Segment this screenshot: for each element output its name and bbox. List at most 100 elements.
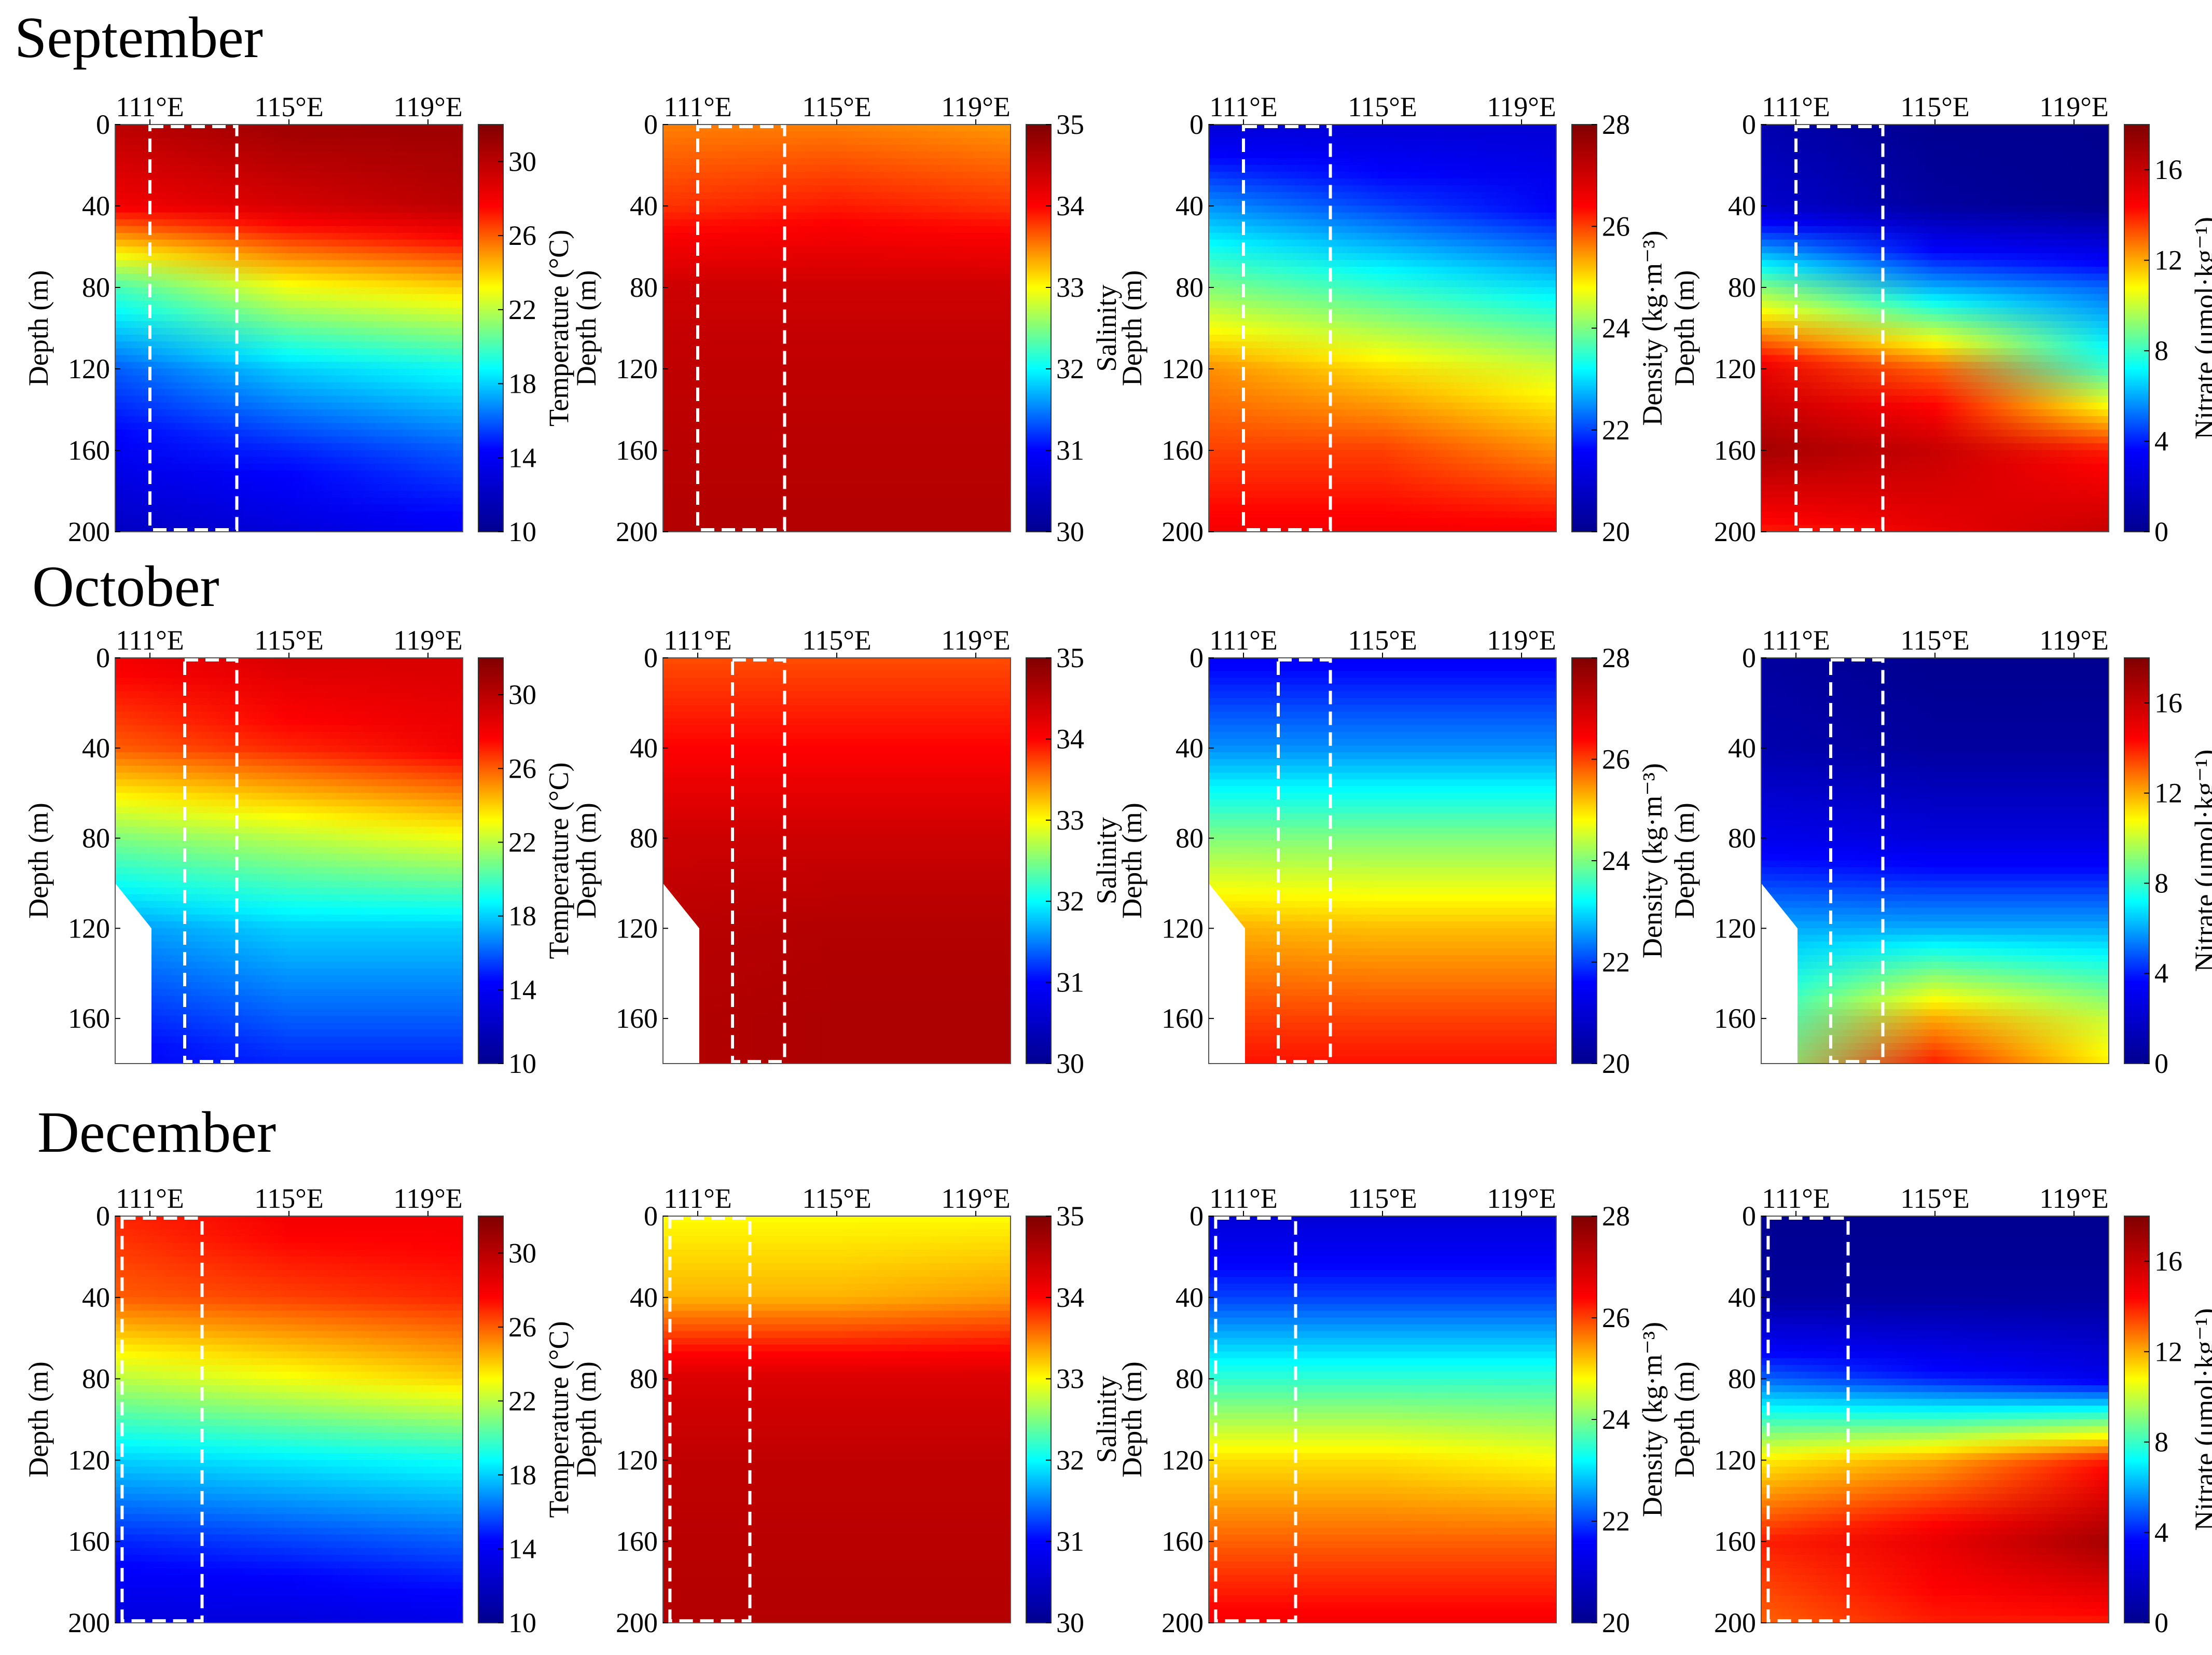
heatmap-band [1761, 982, 2109, 990]
y-tick-label: 40 [1728, 190, 1756, 222]
heatmap-band [115, 273, 463, 281]
heatmap-band [115, 806, 463, 814]
heatmap-band [663, 1500, 1011, 1508]
heatmap-band [1209, 423, 1556, 431]
heatmap-band [1209, 1324, 1556, 1332]
y-tick-label: 160 [616, 1003, 658, 1034]
heatmap-band [1761, 1317, 2109, 1325]
y-tick-label: 0 [1742, 642, 1756, 673]
heatmap [1761, 125, 2109, 532]
heatmap [1761, 658, 2109, 1064]
heatmap-band [115, 1222, 463, 1230]
heatmap-band [663, 1466, 1011, 1474]
heatmap-band [663, 416, 1011, 424]
heatmap [115, 125, 463, 532]
heatmap-band [115, 328, 463, 336]
heatmap-band [115, 409, 463, 417]
colorbar-tick-label: 0 [2154, 516, 2168, 547]
heatmap-band [663, 436, 1011, 444]
heatmap-band [115, 779, 463, 787]
heatmap-band [663, 759, 1011, 767]
heatmap-band [115, 975, 463, 983]
heatmap [1209, 658, 1556, 1064]
heatmap-band [1209, 678, 1556, 685]
heatmap-band [1209, 375, 1556, 383]
heatmap-band [1209, 1453, 1556, 1460]
heatmap-band [663, 1229, 1011, 1237]
colorbar-label: Salinity [1091, 817, 1122, 904]
heatmap-band [1761, 1002, 2109, 1010]
y-tick-label: 120 [1714, 353, 1756, 384]
heatmap-band [1209, 1541, 1556, 1549]
heatmap-band [1761, 1304, 2109, 1312]
heatmap-band [1209, 867, 1556, 875]
heatmap-band [115, 1229, 463, 1237]
heatmap-band [1209, 887, 1556, 895]
heatmap-band [115, 1494, 463, 1501]
colorbar-tick-label: 33 [1056, 805, 1084, 836]
heatmap-band [1761, 314, 2109, 322]
heatmap-band [663, 1304, 1011, 1312]
x-tick-label: 111°E [116, 1183, 184, 1214]
heatmap-band [115, 921, 463, 929]
heatmap-band [1761, 1561, 2109, 1569]
colorbar-tick-label: 33 [1056, 272, 1084, 303]
heatmap-band [115, 1487, 463, 1495]
heatmap-band [1761, 504, 2109, 512]
y-tick-label: 40 [630, 1282, 658, 1313]
y-tick-label: 160 [68, 1526, 110, 1557]
colorbar-tick-label: 35 [1056, 1201, 1084, 1232]
heatmap-band [1209, 158, 1556, 166]
heatmap-band [1209, 874, 1556, 881]
heatmap-band [1761, 226, 2109, 233]
x-tick-label: 111°E [663, 625, 732, 656]
x-tick-label: 115°E [802, 1183, 872, 1214]
heatmap-band [1761, 137, 2109, 145]
heatmap-band [1209, 711, 1556, 719]
heatmap-band [115, 165, 463, 173]
heatmap-band [1761, 1541, 2109, 1549]
heatmap-band [115, 671, 463, 679]
heatmap-band [115, 820, 463, 828]
heatmap-band [115, 416, 463, 424]
heatmap-band [1209, 470, 1556, 478]
heatmap-band [663, 1023, 1011, 1030]
heatmap-band [1761, 1514, 2109, 1522]
heatmap-band [115, 430, 463, 437]
heatmap-band [1761, 671, 2109, 679]
heatmap-band [1209, 718, 1556, 726]
heatmap-band [1761, 423, 2109, 431]
heatmap-band [1209, 1243, 1556, 1250]
heatmap-band [1209, 745, 1556, 753]
x-tick-label: 119°E [2039, 625, 2109, 656]
y-tick-label: 0 [1190, 109, 1204, 140]
heatmap-band [115, 1399, 463, 1406]
colorbar-label: Temperature (°C) [543, 1321, 574, 1518]
heatmap-band [663, 1331, 1011, 1339]
heatmap-band [663, 287, 1011, 295]
heatmap-band [115, 989, 463, 997]
y-tick-label: 120 [68, 353, 110, 384]
heatmap-band [663, 246, 1011, 254]
heatmap-band [1761, 1534, 2109, 1542]
heatmap-band [1209, 307, 1556, 315]
heatmap-band [115, 1378, 463, 1386]
heatmap-band [115, 894, 463, 902]
heatmap-band [115, 962, 463, 970]
colorbar-tick-label: 30 [1056, 1048, 1084, 1079]
heatmap-band [115, 450, 463, 458]
heatmap-band [1209, 1575, 1556, 1583]
heatmap-band [1761, 773, 2109, 780]
heatmap-band [115, 1595, 463, 1603]
heatmap-band [1761, 752, 2109, 760]
heatmap-band [1761, 1595, 2109, 1603]
heatmap-band [115, 1043, 463, 1051]
heatmap-band [663, 151, 1011, 159]
heatmap-band [1761, 402, 2109, 410]
heatmap-band [1761, 698, 2109, 706]
heatmap-band [663, 1344, 1011, 1352]
heatmap-band [663, 921, 1011, 929]
heatmap-band [663, 1534, 1011, 1542]
heatmap-band [1209, 1487, 1556, 1495]
heatmap-band [1209, 165, 1556, 173]
